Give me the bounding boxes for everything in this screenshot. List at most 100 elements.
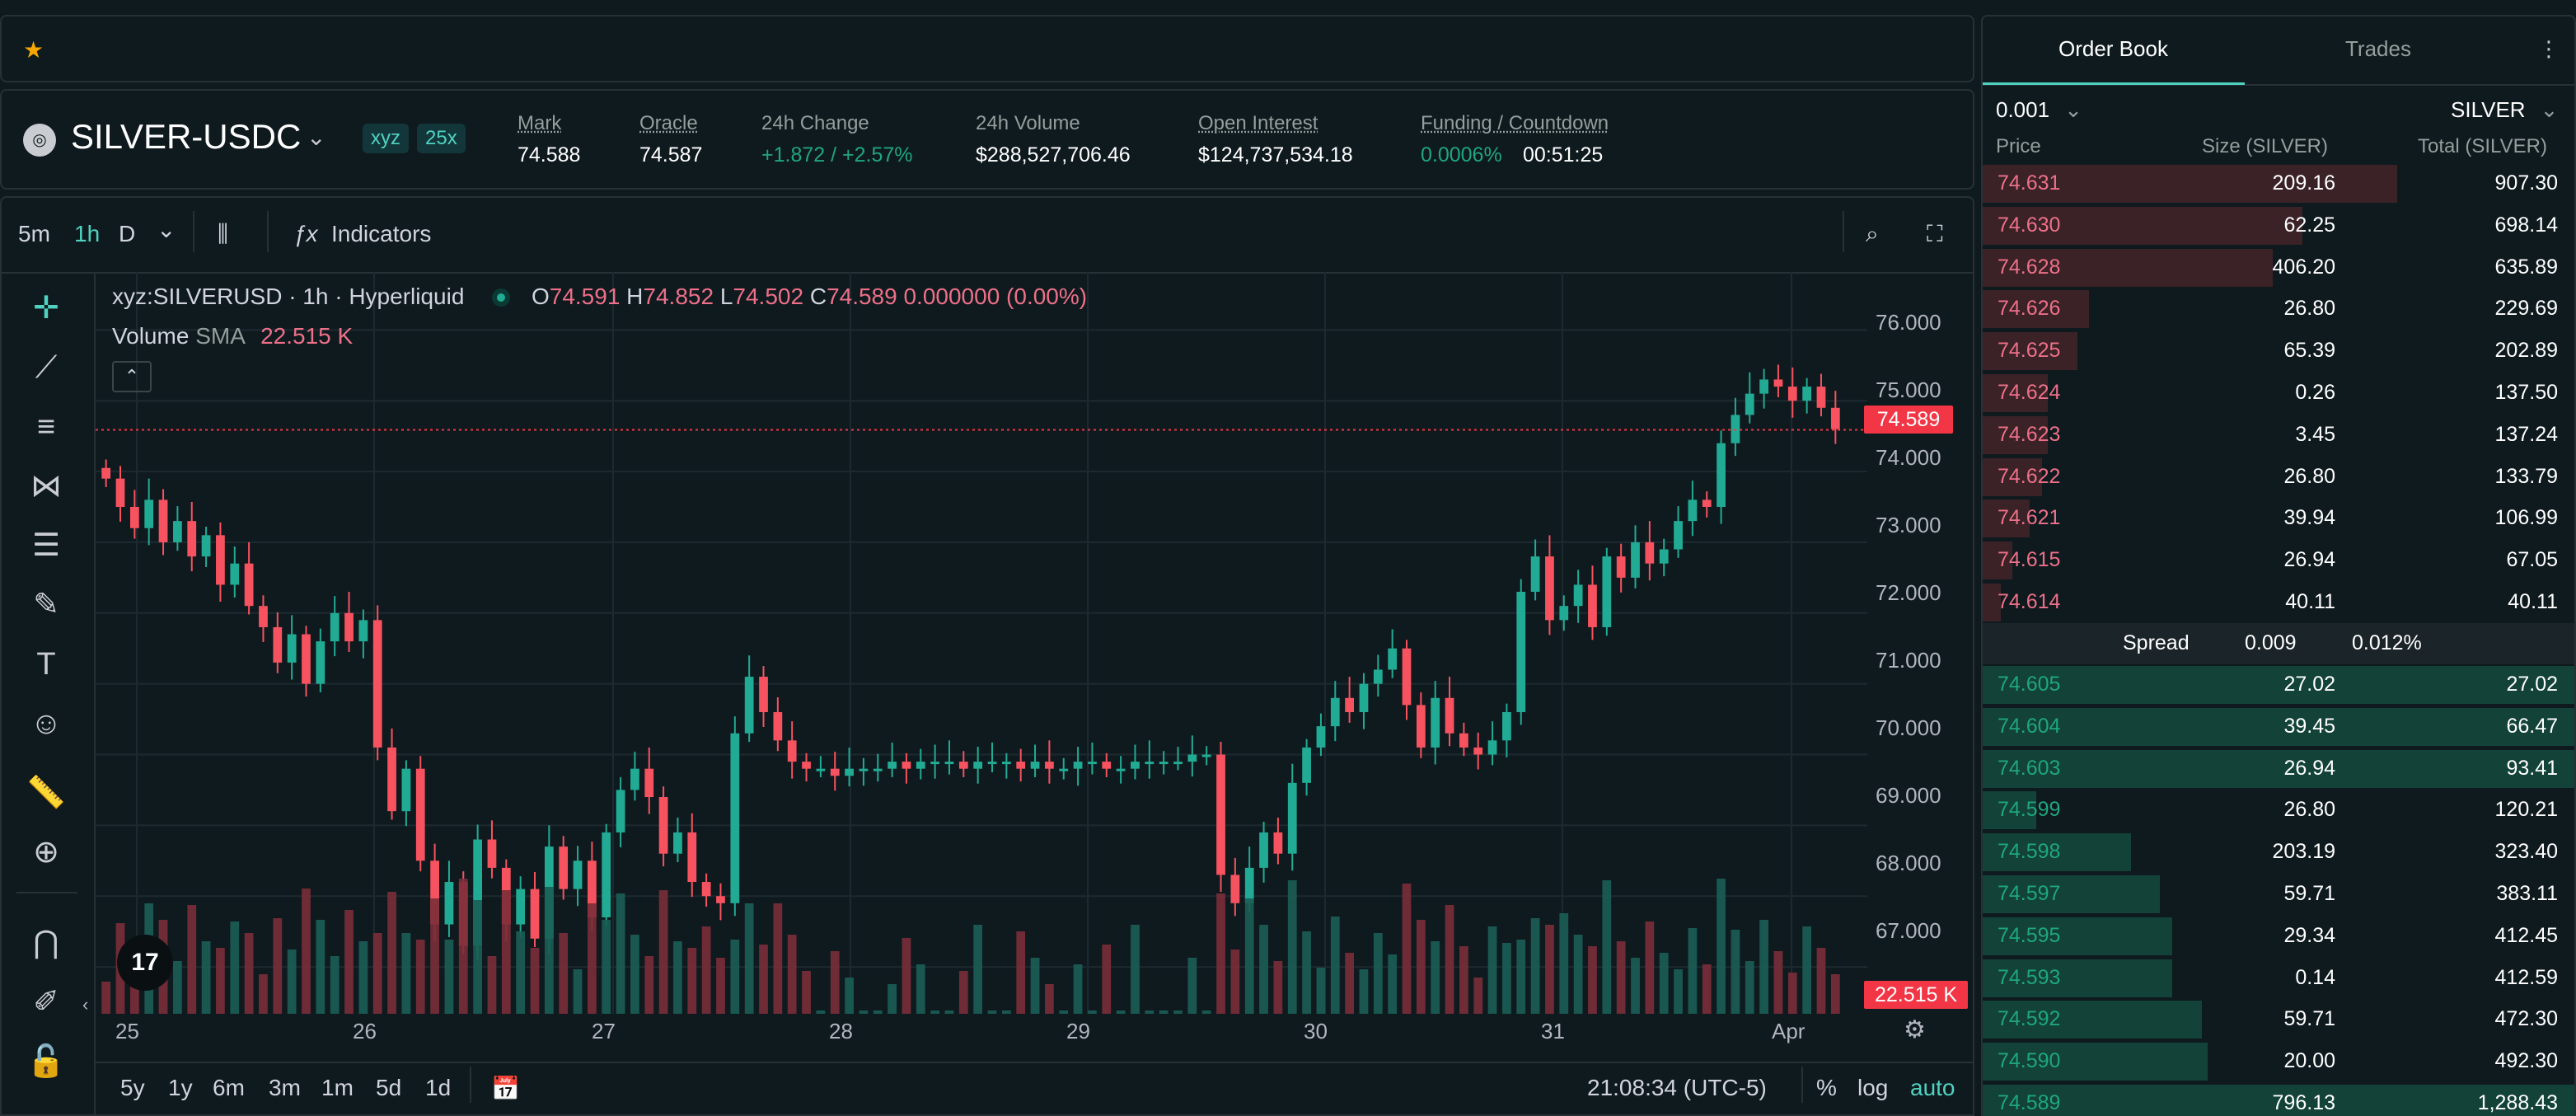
ask-row[interactable]: 74.621 39.94 106.99 [1983,498,2574,539]
bid-row[interactable]: 74.597 59.71 383.11 [1983,874,2574,915]
ask-row[interactable]: 74.614 40.11 40.11 [1983,582,2574,623]
range-6m[interactable]: 6m [213,1075,245,1100]
horizontal-lines-icon[interactable]: ≡ [36,410,56,444]
ask-row[interactable]: 74.626 26.80 229.69 [1983,288,2574,330]
ask-row[interactable]: 74.623 3.45 137.24 [1983,415,2574,456]
zoom-in-icon[interactable]: ⊕ [33,835,59,870]
volume-bar [716,958,725,1014]
pattern-icon[interactable]: ⋈ [30,469,62,504]
bid-row[interactable]: 74.595 29.34 412.45 [1983,916,2574,957]
volume-bar [916,964,925,1014]
chevron-down-icon[interactable]: ⌄ [307,124,326,150]
percent-toggle[interactable]: % [1816,1075,1837,1100]
bid-row[interactable]: 74.590 20.00 492.30 [1983,1041,2574,1082]
depth-bar [1983,248,2273,287]
bid-row[interactable]: 74.598 203.19 323.40 [1983,832,2574,873]
bid-row[interactable]: 74.589 796.13 1,288.43 [1983,1083,2574,1116]
ask-row[interactable]: 74.630 62.25 698.14 [1983,205,2574,246]
volume-bar [1359,969,1369,1014]
interval-d[interactable]: D [119,221,136,246]
pair-selector[interactable]: SILVER-USDC [71,117,302,156]
oracle-label[interactable]: Oracle [639,112,698,134]
leverage-tag: 25x [417,124,466,153]
order-price: 74.630 [1998,213,2061,237]
more-menu-icon[interactable]: ⋮ [2538,36,2560,61]
volume-bar [1431,941,1440,1014]
open-interest-label[interactable]: Open Interest [1198,112,1318,134]
ask-row[interactable]: 74.631 209.16 907.30 [1983,163,2574,204]
range-3m[interactable]: 3m [269,1075,301,1100]
candle-body [1773,379,1783,387]
range-1y[interactable]: 1y [168,1075,193,1100]
tradingview-logo[interactable]: 17 [117,935,173,991]
fib-icon[interactable]: ☰ [31,528,61,563]
bid-row[interactable]: 74.592 59.71 472.30 [1983,999,2574,1040]
candle-body [1145,762,1155,765]
draw-lock-icon[interactable]: ✐ [33,985,59,1020]
order-total: 492.30 [2494,1049,2558,1073]
fullscreen-icon[interactable]: ⛶ [1927,221,1943,246]
brush-icon[interactable]: ✎ [33,588,59,622]
date-range-icon[interactable]: 📅 [491,1076,520,1101]
unit-select[interactable]: SILVER ⌄ [2451,97,2558,123]
candle-body [344,612,354,642]
candle-body [1702,499,1712,507]
candle-body [916,762,925,769]
candlestick-chart[interactable] [96,272,1974,1030]
bid-row[interactable]: 74.603 26.94 93.41 [1983,748,2574,790]
volume-bar [1688,928,1698,1014]
y-tick: 73.000 [1876,513,1941,537]
ask-row[interactable]: 74.622 26.80 133.79 [1983,457,2574,498]
interval-dropdown-icon[interactable]: ⌄ [157,217,176,242]
range-1m[interactable]: 1m [321,1075,354,1100]
crosshair-icon[interactable]: ✛ [33,291,59,326]
bid-row[interactable]: 74.593 0.14 412.59 [1983,958,2574,999]
zoom-search-icon[interactable]: ⌕ [1866,221,1879,246]
bid-row[interactable]: 74.604 39.45 66.47 [1983,706,2574,748]
lock-icon[interactable]: 🔓 [26,1044,66,1079]
y-tick: 72.000 [1876,580,1941,605]
order-size: 0.26 [2295,381,2335,404]
volume-bar [902,938,911,1014]
range-1d[interactable]: 1d [425,1075,452,1100]
collapse-legend-button[interactable]: ⌃ [112,361,152,392]
emoji-icon[interactable]: ☺ [30,706,63,741]
x-tick: Apr [1772,1019,1806,1043]
log-toggle[interactable]: log [1857,1075,1889,1100]
candle-body [1830,407,1840,429]
candle-body [1631,542,1640,578]
candle-type-icon[interactable]: ⫼ [218,221,228,246]
volume-bar [973,925,983,1014]
tab-order-book[interactable]: Order Book [2058,36,2168,61]
mark-label[interactable]: Mark [518,112,562,134]
ask-row[interactable]: 74.615 26.94 67.05 [1983,540,2574,581]
ask-row[interactable]: 74.625 65.39 202.89 [1983,331,2574,372]
x-tick: 28 [829,1019,853,1043]
ask-row[interactable]: 74.624 0.26 137.50 [1983,373,2574,414]
clock-display[interactable]: 21:08:34 (UTC-5) [1587,1075,1767,1100]
range-5y[interactable]: 5y [120,1075,145,1100]
candle-body [630,768,639,790]
order-size: 26.80 [2283,297,2335,321]
funding-label[interactable]: Funding / Countdown [1421,112,1609,134]
range-5d[interactable]: 5d [376,1075,402,1100]
ruler-icon[interactable]: 📏 [26,776,66,810]
candle-body [230,563,240,585]
tick-size-select[interactable]: 0.001 ⌄ [1996,97,2082,123]
auto-toggle[interactable]: auto [1910,1075,1955,1100]
indicators-button[interactable]: Indicators [331,221,432,246]
text-icon[interactable]: T [36,647,56,682]
depth-bar [1983,959,2172,997]
scroll-left-icon[interactable]: ‹ [82,994,89,1015]
magnet-icon[interactable]: ⋂ [33,926,59,960]
bid-row[interactable]: 74.599 26.80 120.21 [1983,790,2574,831]
trendline-icon[interactable]: ⟋ [35,350,58,385]
star-icon[interactable]: ★ [23,37,44,63]
chart-settings-icon[interactable]: ⚙ [1904,1016,1926,1043]
ask-row[interactable]: 74.628 406.20 635.89 [1983,247,2574,288]
tab-trades[interactable]: Trades [2345,36,2411,61]
interval-5m[interactable]: 5m [18,221,50,246]
fx-icon[interactable]: ƒx [293,221,318,246]
bid-row[interactable]: 74.605 27.02 27.02 [1983,664,2574,706]
interval-1h[interactable]: 1h [74,221,101,246]
